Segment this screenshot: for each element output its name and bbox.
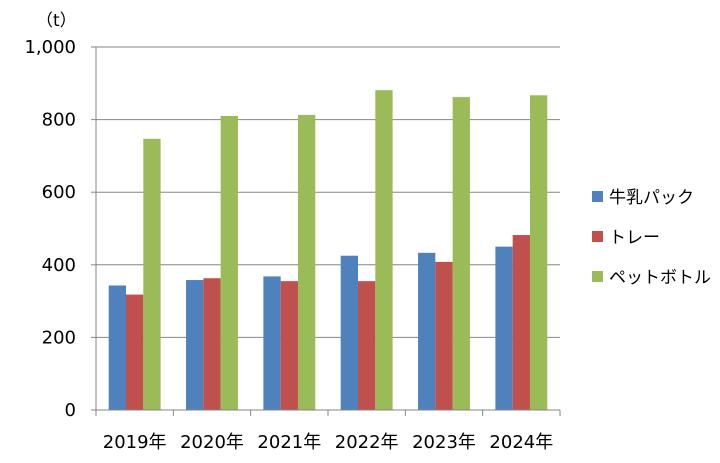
bar-1-2021年 [263,276,281,410]
legend-swatch [592,271,603,282]
bar-3-2020年 [220,115,238,410]
bar-2-2021年 [280,281,298,410]
bar-2-2022年 [358,281,376,410]
x-tick-label: 2020年 [180,432,244,453]
bar-1-2019年 [108,285,127,410]
axes [91,46,561,416]
bar-3-2024年 [529,95,548,411]
y-tick-label: 400 [42,255,76,276]
bar-1-2023年 [418,252,436,410]
bar-3-2021年 [297,114,316,411]
legend-swatch [592,231,603,242]
y-tick-labels: 0 200 400 600 800 1,000 [24,37,76,421]
x-tick-label: 2024年 [489,432,553,453]
x-tick-label: 2022年 [335,432,399,453]
bar-2-2023年 [435,261,453,410]
bar-3-2023年 [452,97,470,411]
gridlines [96,46,560,338]
bars [108,90,548,411]
bar-3-2022年 [375,90,393,411]
bar-1-2024年 [495,246,513,410]
legend-label: 牛乳パック [609,188,694,208]
bar-1-2022年 [340,255,359,410]
x-tick-label: 2019年 [103,432,167,453]
y-tick-label: 800 [42,110,76,131]
x-tick-label: 2021年 [257,432,321,453]
legend-label: トレー [609,228,660,248]
bar-1-2020年 [186,280,204,410]
y-tick-label: 0 [65,400,76,421]
x-tick-label: 2023年 [412,432,476,453]
bar-2-2019年 [126,294,144,410]
y-tick-label: 200 [42,327,76,348]
y-axis-unit-label: （t） [36,11,77,31]
y-tick-label: 1,000 [24,37,76,58]
y-tick-label: 600 [42,182,76,203]
bar-2-2020年 [203,278,221,410]
bar-2-2024年 [512,235,530,410]
x-tick-labels: 2019年 2020年 2021年 2022年 2023年 2024年 [103,432,553,453]
legend-label: ペットボトル [609,268,711,288]
legend-swatch [592,191,603,202]
bar-3-2019年 [143,138,161,411]
